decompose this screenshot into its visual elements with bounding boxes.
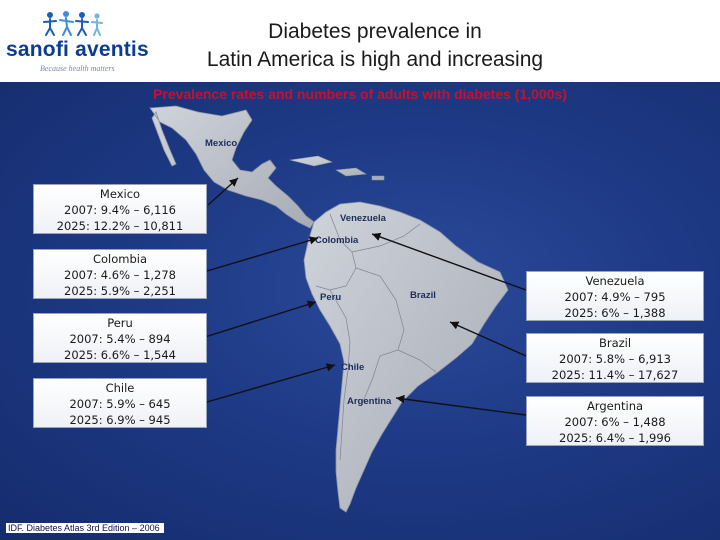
info-box-argentina-2025: 2025: 6.4% – 1,996 [559,431,671,445]
info-box-mexico-2007: 2007: 9.4% – 6,116 [64,203,176,217]
info-box-chile-2007: 2007: 5.9% – 645 [69,397,171,411]
map-label-brazil: Brazil [410,290,436,301]
info-box-peru-2007: 2007: 5.4% – 894 [69,332,171,346]
map-label-colombia: Colombia [315,235,359,246]
slide-header: sanofi aventis Because health matters Di… [0,0,720,82]
map-label-venezuela: Venezuela [340,213,386,224]
info-box-colombia-name: Colombia [92,252,148,266]
map-label-mexico: Mexico [205,138,238,149]
logo-figures-icon [43,11,103,36]
arrow-peru [204,300,317,338]
info-box-chile-name: Chile [105,381,135,395]
info-box-mexico-2025: 2025: 12.2% – 10,811 [56,219,184,233]
map-subtitle: Prevalence rates and numbers of adults w… [153,86,567,102]
arrow-argentina [395,394,527,416]
info-box-colombia-2025: 2025: 5.9% – 2,251 [64,284,176,298]
arrow-colombia [206,236,319,272]
info-box-brazil-2025: 2025: 11.4% – 17,627 [551,368,679,382]
info-box-argentina: Argentina 2007: 6% – 1,488 2025: 6.4% – … [526,396,704,446]
country-borders [315,213,437,461]
arrow-mexico [207,177,239,206]
map-label-chile: Chile [341,362,365,373]
caribbean-islands-shape [289,155,385,181]
info-box-peru-2025: 2025: 6.6% – 1,544 [64,348,176,362]
slide-title: Diabetes prevalence in Latin America is … [160,18,590,74]
info-box-brazil: Brazil 2007: 5.8% – 6,913 2025: 11.4% – … [526,333,704,383]
info-box-colombia-2007: 2007: 4.6% – 1,278 [64,268,176,282]
info-box-mexico-name: Mexico [99,187,141,201]
arrow-venezuela [371,232,527,291]
arrow-chile [206,363,336,403]
map-label-peru: Peru [320,292,342,303]
south-america-shape [303,201,509,513]
info-box-mexico: Mexico 2007: 9.4% – 6,116 2025: 12.2% – … [33,184,207,234]
title-line-1: Diabetes prevalence in [268,20,482,43]
info-box-venezuela-name: Venezuela [585,274,645,288]
info-box-chile-2025: 2025: 6.9% – 945 [69,413,171,427]
map-label-argentina: Argentina [347,396,392,407]
logo-wordmark: sanofi aventis [6,38,149,61]
info-box-peru-name: Peru [107,316,133,330]
info-box-chile: Chile 2007: 5.9% – 645 2025: 6.9% – 945 [33,378,207,428]
info-box-argentina-name: Argentina [586,399,644,413]
mexico-central-america-shape [149,105,315,229]
info-box-venezuela: Venezuela 2007: 4.9% – 795 2025: 6% – 1,… [526,271,704,321]
logo-tagline: Because health matters [40,64,115,73]
info-box-colombia: Colombia 2007: 4.6% – 1,278 2025: 5.9% –… [33,249,207,299]
info-box-venezuela-2007: 2007: 4.9% – 795 [564,290,666,304]
arrow-brazil [449,321,527,357]
sanofi-aventis-logo: sanofi aventis Because health matters [0,10,170,73]
info-box-brazil-2007: 2007: 5.8% – 6,913 [559,352,671,366]
info-box-venezuela-2025: 2025: 6% – 1,388 [564,306,666,320]
info-box-argentina-2007: 2007: 6% – 1,488 [564,415,666,429]
info-box-brazil-name: Brazil [598,336,632,350]
info-box-peru: Peru 2007: 5.4% – 894 2025: 6.6% – 1,544 [33,313,207,363]
title-line-2: Latin America is high and increasing [206,48,544,71]
source-citation: IDF. Diabetes Atlas 3rd Edition – 2006 [6,523,164,533]
